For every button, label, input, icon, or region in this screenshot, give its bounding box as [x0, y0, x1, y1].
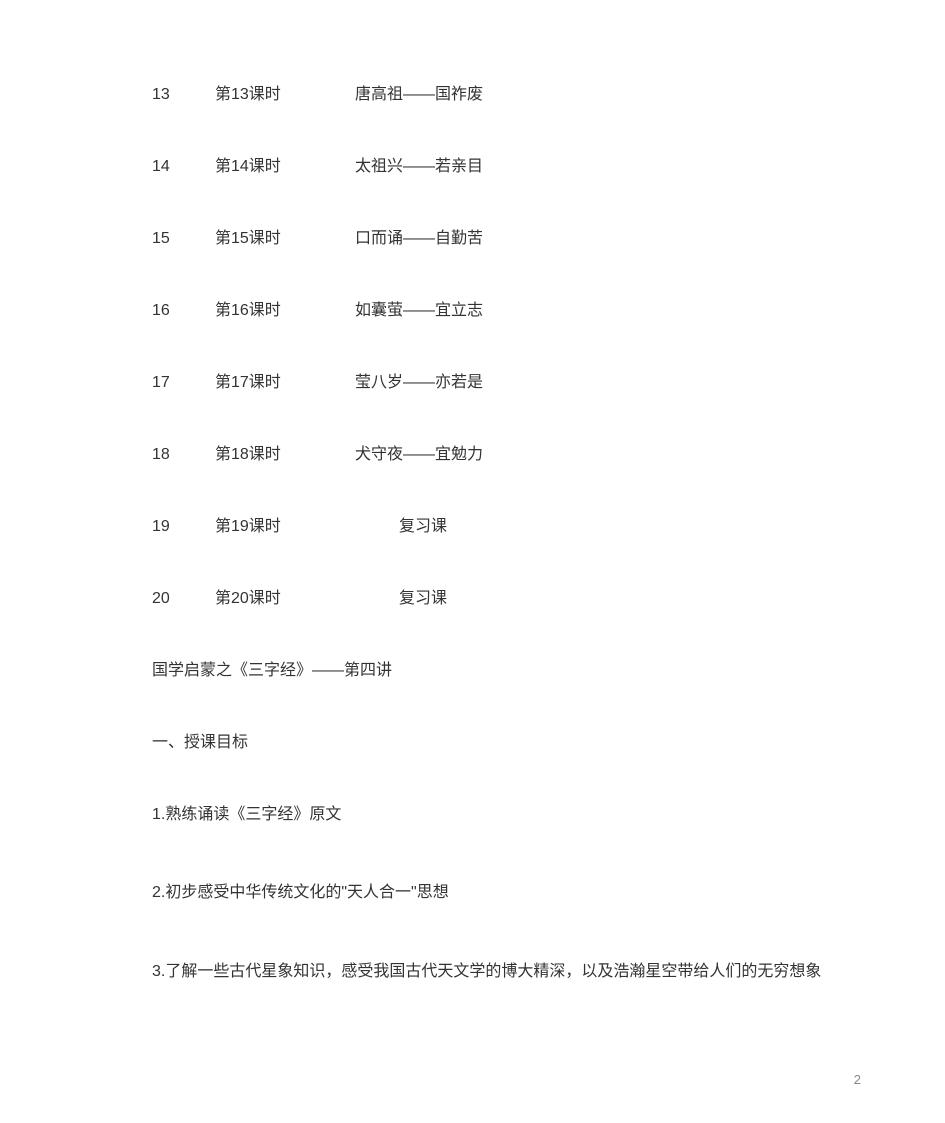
lesson-label: 第18课时: [215, 440, 355, 464]
schedule-row: 17 第17课时 莹八岁——亦若是: [120, 368, 825, 392]
row-number: 17: [120, 374, 215, 392]
lesson-content: 复习课: [355, 584, 825, 608]
lesson-label: 第20课时: [215, 584, 355, 608]
lesson-content: 如囊萤——宜立志: [355, 296, 825, 320]
schedule-list: 13 第13课时 唐高祖——国祚废 14 第14课时 太祖兴——若亲目 15 第…: [120, 80, 825, 608]
row-number: 18: [120, 446, 215, 464]
sub-heading: 一、授课目标: [120, 728, 825, 752]
list-item: 3.了解一些古代星象知识，感受我国古代天文学的博大精深，以及浩瀚星空带给人们的无…: [120, 957, 825, 987]
schedule-row: 15 第15课时 口而诵——自勤苦: [120, 224, 825, 248]
lesson-content: 复习课: [355, 512, 825, 536]
lesson-label: 第17课时: [215, 368, 355, 392]
lesson-label: 第16课时: [215, 296, 355, 320]
row-number: 14: [120, 158, 215, 176]
lesson-content: 唐高祖——国祚废: [355, 80, 825, 104]
lesson-content: 犬守夜——宜勉力: [355, 440, 825, 464]
document-content: 13 第13课时 唐高祖——国祚废 14 第14课时 太祖兴——若亲目 15 第…: [120, 80, 825, 987]
row-number: 19: [120, 518, 215, 536]
lesson-content: 莹八岁——亦若是: [355, 368, 825, 392]
lesson-label: 第13课时: [215, 80, 355, 104]
list-item-text: 3.了解一些古代星象知识，感受我国古代天文学的博大精深，以及浩瀚星空带给人们的无…: [152, 963, 821, 980]
lesson-label: 第19课时: [215, 512, 355, 536]
lesson-content: 口而诵——自勤苦: [355, 224, 825, 248]
row-number: 15: [120, 230, 215, 248]
list-item: 2.初步感受中华传统文化的"天人合一"思想: [120, 878, 825, 908]
list-item: 1.熟练诵读《三字经》原文: [120, 800, 825, 830]
schedule-row: 20 第20课时 复习课: [120, 584, 825, 608]
schedule-row: 13 第13课时 唐高祖——国祚废: [120, 80, 825, 104]
lesson-content: 太祖兴——若亲目: [355, 152, 825, 176]
row-number: 13: [120, 86, 215, 104]
schedule-row: 18 第18课时 犬守夜——宜勉力: [120, 440, 825, 464]
schedule-row: 16 第16课时 如囊萤——宜立志: [120, 296, 825, 320]
row-number: 16: [120, 302, 215, 320]
schedule-row: 14 第14课时 太祖兴——若亲目: [120, 152, 825, 176]
page-number: 2: [854, 1072, 861, 1087]
lesson-label: 第14课时: [215, 152, 355, 176]
row-number: 20: [120, 590, 215, 608]
lesson-label: 第15课时: [215, 224, 355, 248]
section-title: 国学启蒙之《三字经》——第四讲: [120, 656, 825, 680]
schedule-row: 19 第19课时 复习课: [120, 512, 825, 536]
